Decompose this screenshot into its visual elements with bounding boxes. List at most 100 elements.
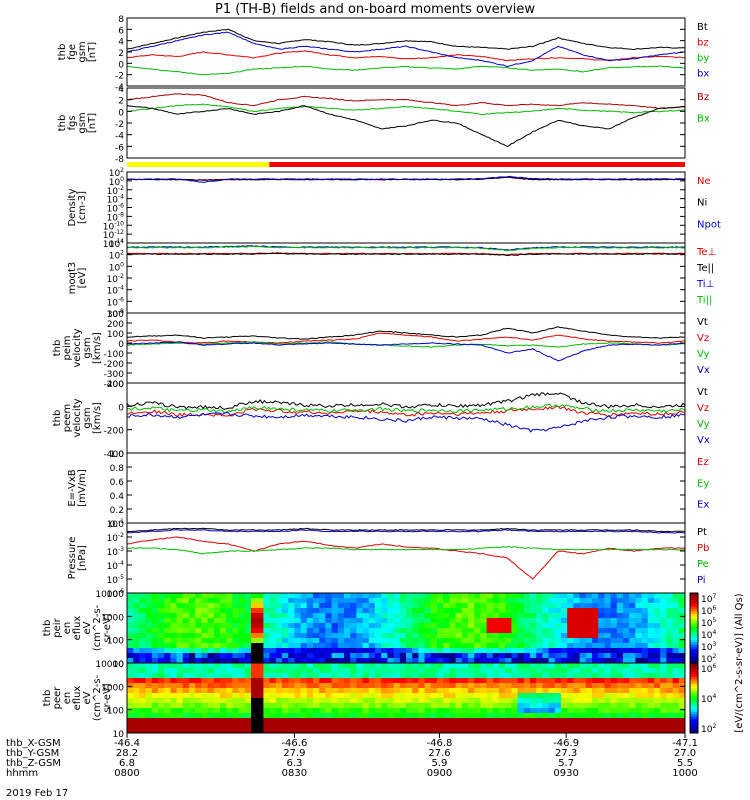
heatmap-cell <box>461 718 469 724</box>
heatmap-cell <box>424 628 432 634</box>
heatmap-cell <box>635 638 643 644</box>
heatmap-cell <box>561 688 568 694</box>
panel-frame <box>126 662 686 734</box>
heatmap-cell <box>455 713 463 719</box>
heatmap-cell <box>654 593 661 599</box>
heatmap-cell <box>430 708 438 714</box>
heatmap-cell <box>331 693 339 699</box>
heatmap-cell <box>176 603 184 609</box>
heatmap-cell <box>430 698 438 704</box>
heatmap-cell <box>375 683 382 689</box>
heatmap-cell <box>387 618 395 624</box>
y-tick-label: 0 <box>118 340 124 350</box>
heatmap-cell <box>139 658 147 664</box>
heatmap-cell <box>226 638 233 644</box>
heatmap-cell <box>406 593 413 599</box>
heatmap-cell <box>399 633 407 639</box>
heatmap-cell <box>418 723 426 729</box>
heatmap-cell <box>127 668 134 674</box>
heatmap-cell <box>350 653 357 659</box>
heatmap-cell <box>176 708 184 714</box>
heatmap-cell <box>517 653 525 659</box>
heatmap-cell <box>368 683 376 689</box>
y-tick-label: 2 <box>118 97 124 107</box>
heatmap-cell <box>610 713 618 719</box>
heatmap-cell <box>455 723 463 729</box>
panel-ylabel: eV <box>82 691 93 704</box>
heatmap-cell <box>170 688 178 694</box>
heatmap-cell <box>282 613 289 619</box>
heatmap-cell <box>430 683 438 689</box>
heatmap-cell <box>220 623 227 629</box>
heatmap-cell <box>182 643 190 649</box>
colorbar-cell <box>690 656 698 659</box>
heatmap-cell <box>164 618 171 624</box>
heatmap-cell <box>480 643 488 649</box>
heatmap-cell <box>567 683 574 689</box>
heatmap-cell <box>511 688 519 694</box>
heatmap-cell <box>232 638 240 644</box>
y-tick-label: -400 <box>104 380 125 390</box>
heatmap-cell <box>523 633 531 639</box>
heatmap-cell <box>257 653 264 659</box>
heatmap-cell <box>530 718 537 724</box>
heatmap-cell <box>598 603 605 609</box>
heatmap-cell <box>449 713 457 719</box>
heatmap-cell <box>294 638 302 644</box>
heatmap-cell <box>480 613 488 619</box>
heatmap-cell <box>449 708 457 714</box>
heatmap-cell <box>461 648 469 654</box>
heatmap-cell <box>195 623 202 629</box>
heatmap-cell <box>616 668 624 674</box>
heatmap-cell <box>654 638 661 644</box>
heatmap-cell <box>598 693 605 699</box>
heatmap-cell <box>319 653 326 659</box>
heatmap-cell <box>251 603 258 609</box>
heatmap-cell <box>133 708 140 714</box>
heatmap-cell <box>523 723 531 729</box>
heatmap-cell <box>300 643 308 649</box>
heatmap-cell <box>375 693 382 699</box>
heatmap-cell <box>499 688 506 694</box>
heatmap-cell <box>592 673 599 679</box>
heatmap-cell <box>418 683 426 689</box>
heatmap-cell <box>505 603 512 609</box>
colorbar-cell <box>690 665 698 669</box>
heatmap-cell <box>672 668 680 674</box>
heatmap-cell <box>182 598 190 604</box>
heatmap-cell <box>486 618 494 624</box>
heatmap-cell <box>623 663 630 669</box>
heatmap-cell <box>585 633 593 639</box>
heatmap-cell <box>672 698 680 704</box>
heatmap-cell <box>313 613 320 619</box>
heatmap-cell <box>579 713 587 719</box>
heatmap-cell <box>232 593 240 599</box>
heatmap-cell <box>269 668 277 674</box>
heatmap-cell <box>592 623 599 629</box>
heatmap-cell <box>542 613 550 619</box>
y-tick-label: 10-5 <box>107 574 125 586</box>
heatmap-cell <box>294 663 302 669</box>
heatmap-cell <box>430 693 438 699</box>
heatmap-cell <box>232 713 240 719</box>
heatmap-cell <box>443 708 450 714</box>
heatmap-cell <box>294 683 302 689</box>
heatmap-cell <box>127 638 134 644</box>
heatmap-cell <box>598 723 605 729</box>
heatmap-cell <box>399 613 407 619</box>
heatmap-cell <box>263 713 271 719</box>
heatmap-cell <box>480 698 488 704</box>
heatmap-cell <box>424 663 432 669</box>
legend-label: Pt <box>697 527 707 538</box>
heatmap-cell <box>368 608 376 614</box>
heatmap-cell <box>399 688 407 694</box>
heatmap-cell <box>623 658 630 664</box>
heatmap-cell <box>269 623 277 629</box>
heatmap-cell <box>486 673 494 679</box>
heatmap-cell <box>449 593 457 599</box>
heatmap-cell <box>182 658 190 664</box>
heatmap-cell <box>604 678 612 684</box>
heatmap-cell <box>207 723 215 729</box>
heatmap-cell <box>381 728 388 734</box>
heatmap-cell <box>381 713 388 719</box>
